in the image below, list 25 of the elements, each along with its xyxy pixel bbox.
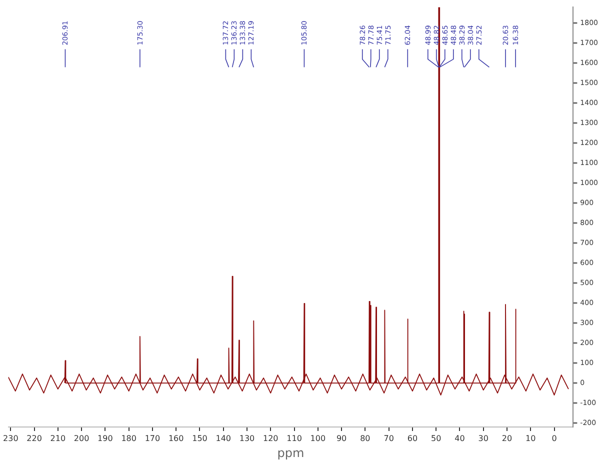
x-tick-label: 170 (144, 434, 160, 443)
x-tick-label: 50 (431, 434, 442, 443)
x-tick-label: 120 (263, 434, 278, 443)
x-tick-label: 60 (407, 434, 418, 443)
x-axis-title: ppm (277, 446, 304, 460)
x-tick-label: 190 (98, 434, 113, 443)
x-tick-label: 20 (502, 434, 512, 443)
x-tick-label: 10 (526, 434, 536, 443)
x-tick-label: 30 (478, 434, 488, 443)
x-tick-label: 40 (454, 434, 465, 443)
x-tick-label: 0 (552, 434, 557, 443)
x-tick-label: 180 (121, 434, 136, 443)
x-tick-label: 140 (216, 434, 232, 443)
x-tick-label: 160 (168, 434, 184, 443)
x-tick-label: 100 (310, 434, 326, 443)
x-tick-label: 110 (286, 434, 302, 443)
x-tick-label: 80 (360, 434, 370, 443)
x-tick-label: 210 (50, 434, 66, 443)
x-tick-label: 200 (74, 434, 90, 443)
x-tick-label: 130 (239, 434, 255, 443)
x-tick-label: 230 (3, 434, 18, 443)
x-tick-label: 90 (336, 434, 347, 443)
x-tick-label: 220 (26, 434, 42, 443)
x-tick-label: 70 (384, 434, 394, 443)
x-tick-label: 150 (192, 434, 208, 443)
